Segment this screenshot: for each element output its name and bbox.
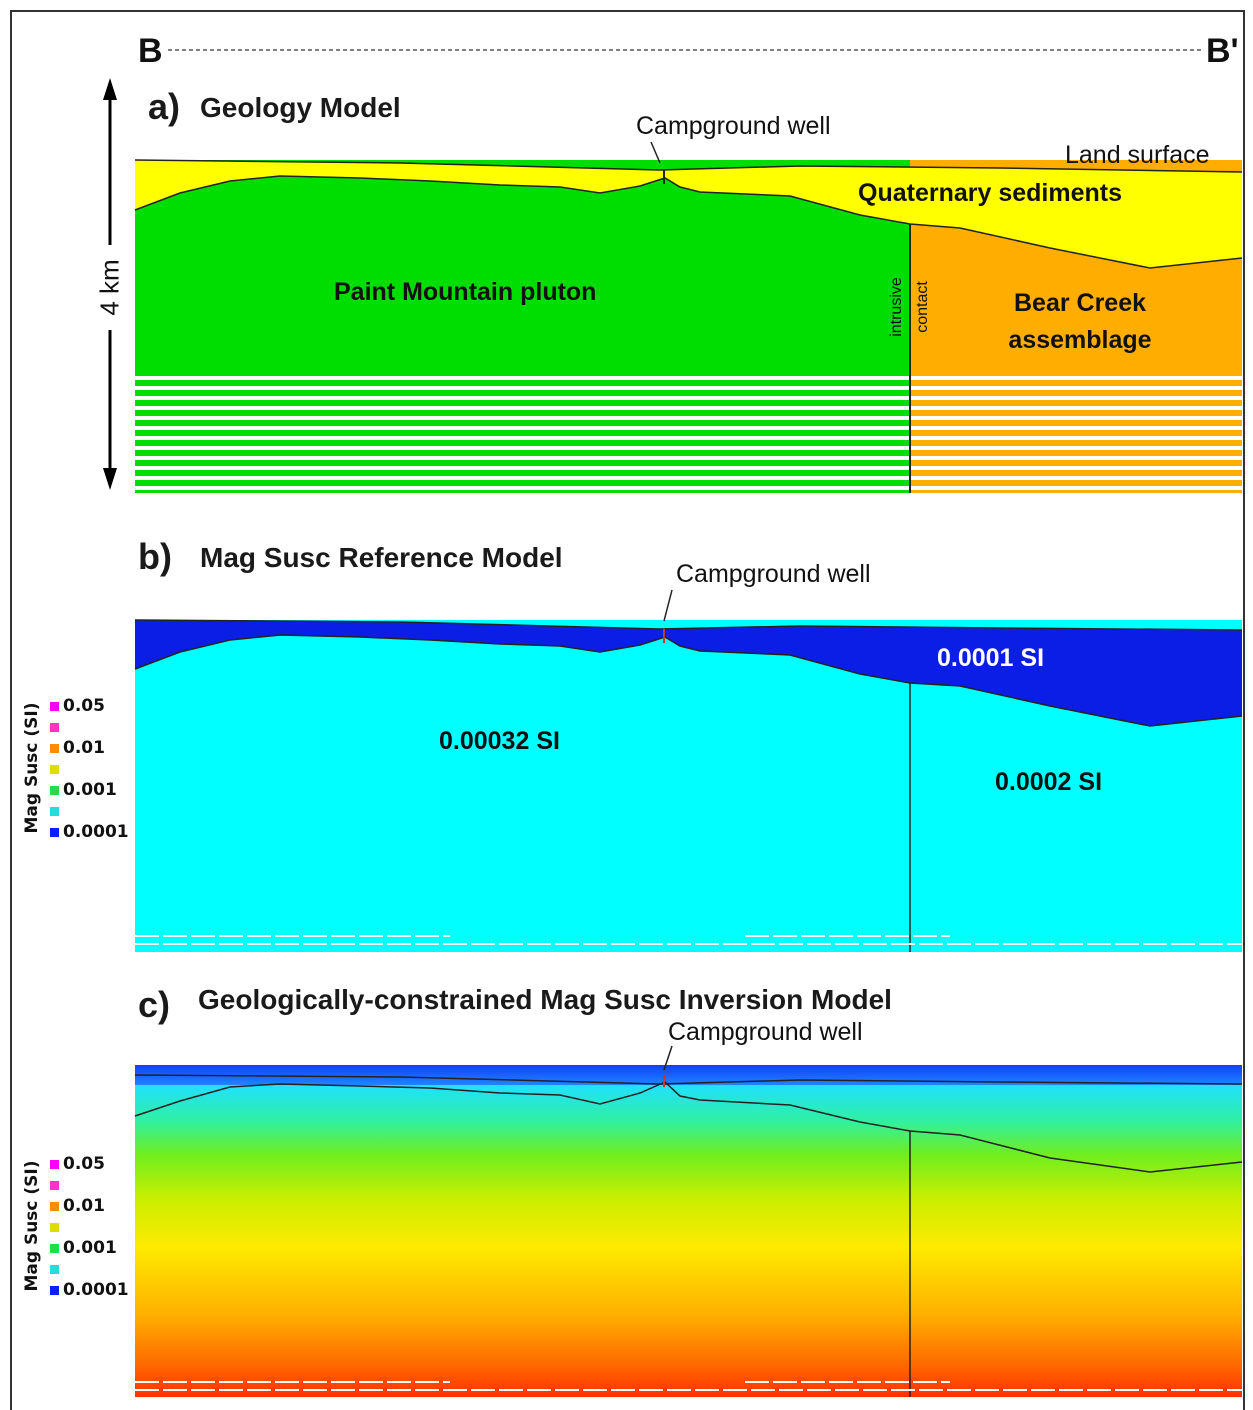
- legend-title: Mag Susc (SI): [22, 702, 42, 834]
- panel-a-title: Geology Model: [200, 92, 401, 123]
- contact-label-intrusive: intrusive: [888, 277, 905, 337]
- inversion-model-section: [134, 1045, 1243, 1397]
- legend-title: Mag Susc (SI): [22, 1160, 42, 1292]
- pluton-value: 0.00032 SI: [439, 727, 560, 755]
- panel-b-well-label: Campground well: [676, 560, 871, 588]
- mag-susc-legend-b: Mag Susc (SI) 0.05 0.01 0.001 0.0001: [14, 696, 134, 846]
- assemblage-label-line-1: Bear Creek: [1013, 289, 1147, 317]
- assemblage-label-line-2: assemblage: [1008, 326, 1152, 354]
- legend-tick: 0.05: [63, 1154, 105, 1174]
- sediment-base-line: [134, 175, 1243, 269]
- figure-frame: [10, 10, 1245, 1410]
- assemblage-value: 0.0002 SI: [995, 768, 1103, 796]
- legend-tick: 0.01: [63, 1196, 105, 1216]
- section-start-label: B: [138, 32, 163, 70]
- reference-model-section: [134, 589, 1243, 952]
- legend-swatch: [50, 1265, 59, 1274]
- upper-layer-value: 0.0001 SI: [937, 644, 1045, 672]
- well-pointer: [663, 589, 673, 622]
- panel-b-title: Mag Susc Reference Model: [200, 542, 563, 573]
- sediments-label: Quaternary sediments: [858, 179, 1122, 207]
- legend-swatch: [50, 1286, 59, 1295]
- legend-tick: 0.001: [63, 1238, 117, 1258]
- sediments-unit: [135, 160, 1242, 268]
- legend-swatch: [50, 702, 59, 711]
- legend-swatch: [50, 786, 59, 795]
- mag-susc-legend-c: Mag Susc (SI) 0.05 0.01 0.001 0.0001: [14, 1154, 134, 1304]
- pluton-label: Paint Mountain pluton: [334, 278, 597, 306]
- legend-swatch: [50, 1160, 59, 1169]
- scale-bar-label: 4 km: [94, 259, 125, 316]
- scale-bar-arrow: [103, 78, 117, 490]
- legend-tick: 0.001: [63, 780, 117, 800]
- panel-c-title: Geologically-constrained Mag Susc Invers…: [198, 984, 892, 1015]
- land-surface-label: Land surface: [1065, 141, 1210, 169]
- panel-b-letter: b): [138, 536, 172, 577]
- legend-swatch: [50, 765, 59, 774]
- upper-layer: [135, 620, 1242, 726]
- legend-swatch: [50, 1202, 59, 1211]
- land-surface-line: [134, 159, 1243, 173]
- panel-c-well-label: Campground well: [668, 1018, 863, 1046]
- legend-tick: 0.05: [63, 696, 105, 716]
- section-end-label: B': [1206, 32, 1239, 70]
- contact-label-contact: contact: [914, 281, 931, 333]
- well-pointer: [650, 141, 661, 164]
- legend-swatch: [50, 744, 59, 753]
- legend-tick: 0.0001: [63, 822, 129, 842]
- legend-tick: 0.01: [63, 738, 105, 758]
- legend-swatch: [50, 1181, 59, 1190]
- legend-swatch: [50, 723, 59, 732]
- panel-c-letter: c): [138, 984, 171, 1025]
- panel-a-well-label: Campground well: [636, 112, 831, 140]
- well-pointer: [663, 1045, 673, 1071]
- legend-swatch: [50, 1223, 59, 1232]
- geology-model-section: [134, 141, 1243, 493]
- legend-swatch: [50, 807, 59, 816]
- legend-swatch: [50, 828, 59, 837]
- panel-a-letter: a): [148, 86, 181, 127]
- legend-tick: 0.0001: [63, 1280, 129, 1300]
- legend-swatch: [50, 1244, 59, 1253]
